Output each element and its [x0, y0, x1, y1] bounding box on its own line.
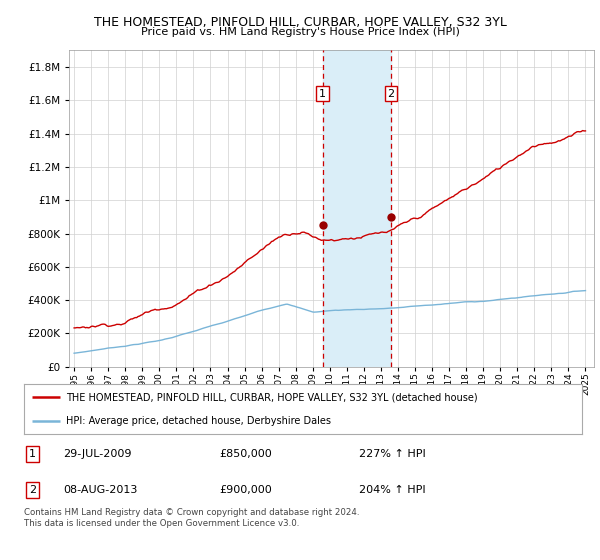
Text: Price paid vs. HM Land Registry's House Price Index (HPI): Price paid vs. HM Land Registry's House …: [140, 27, 460, 38]
Bar: [323, 50, 391, 367]
Text: Contains HM Land Registry data © Crown copyright and database right 2024.
This d: Contains HM Land Registry data © Crown c…: [24, 508, 359, 528]
Text: 227% ↑ HPI: 227% ↑ HPI: [359, 449, 425, 459]
Text: 1: 1: [29, 449, 36, 459]
Text: 08-AUG-2013: 08-AUG-2013: [63, 485, 137, 495]
Text: HPI: Average price, detached house, Derbyshire Dales: HPI: Average price, detached house, Derb…: [66, 417, 331, 426]
Text: THE HOMESTEAD, PINFOLD HILL, CURBAR, HOPE VALLEY, S32 3YL: THE HOMESTEAD, PINFOLD HILL, CURBAR, HOP…: [94, 16, 506, 29]
Text: 29-JUL-2009: 29-JUL-2009: [63, 449, 131, 459]
Text: £900,000: £900,000: [220, 485, 272, 495]
Text: 2: 2: [388, 88, 395, 99]
Text: £850,000: £850,000: [220, 449, 272, 459]
Text: 1: 1: [319, 88, 326, 99]
Text: 2: 2: [29, 485, 36, 495]
Text: THE HOMESTEAD, PINFOLD HILL, CURBAR, HOPE VALLEY, S32 3YL (detached house): THE HOMESTEAD, PINFOLD HILL, CURBAR, HOP…: [66, 392, 478, 402]
Text: 204% ↑ HPI: 204% ↑ HPI: [359, 485, 425, 495]
